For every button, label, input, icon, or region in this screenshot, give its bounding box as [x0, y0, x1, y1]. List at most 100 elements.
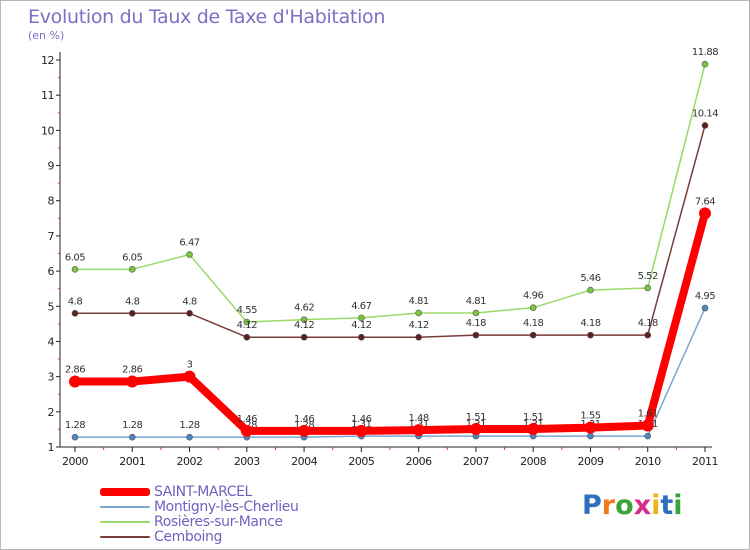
data-label-saint-marcel: 1.46: [237, 414, 257, 425]
data-label-rosi-res-sur-mance: 4.96: [523, 291, 543, 302]
data-point-rosi-res-sur-mance: [358, 314, 365, 322]
y-tick-label: 12: [41, 54, 54, 67]
data-label-cemboing: 4.8: [125, 296, 140, 307]
legend-label-montigny-l-s-cherlieu: Montigny-lès-Cherlieu: [154, 498, 299, 515]
data-point-rosi-res-sur-mance: [529, 304, 537, 311]
data-point-rosi-res-sur-mance: [701, 60, 709, 68]
data-label-montigny-l-s-cherlieu: 4.95: [695, 291, 715, 302]
data-point-montigny-l-s-cherlieu: [587, 432, 594, 440]
data-label-saint-marcel: 1.46: [294, 414, 314, 425]
data-label-rosi-res-sur-mance: 6.47: [179, 238, 199, 249]
y-tick-label: 4: [48, 335, 55, 348]
chart-subtitle: (en %): [28, 29, 65, 42]
data-point-montigny-l-s-cherlieu: [186, 433, 193, 441]
data-point-rosi-res-sur-mance: [644, 284, 652, 292]
x-tick-label: 2002: [177, 455, 203, 468]
y-tick-label: 3: [48, 371, 55, 384]
data-label-saint-marcel: 2.86: [65, 365, 85, 376]
y-tick-label: 7: [48, 230, 55, 243]
data-point-cemboing: [644, 331, 652, 339]
proxiti-logo: Proxiti: [582, 490, 683, 521]
data-label-montigny-l-s-cherlieu: 1.28: [65, 420, 85, 431]
data-label-rosi-res-sur-mance: 5.46: [580, 273, 600, 284]
y-tick-label: 5: [48, 300, 55, 313]
data-point-rosi-res-sur-mance: [71, 266, 79, 273]
data-point-cemboing: [415, 333, 422, 341]
logo-letter: t: [660, 490, 674, 521]
data-label-saint-marcel: 1.46: [351, 414, 371, 425]
data-point-montigny-l-s-cherlieu: [128, 433, 136, 441]
legend-item-rosi-res-sur-mance: Rosières-sur-Mance: [100, 513, 298, 530]
legend-item-saint-marcel: SAINT-MARCEL: [100, 483, 298, 500]
x-tick-label: 2005: [348, 455, 374, 468]
data-point-saint-marcel: [641, 419, 654, 432]
x-tick-label: 2011: [692, 455, 718, 468]
y-tick-label: 11: [41, 89, 54, 102]
logo-letter: i: [673, 490, 683, 521]
y-tick-label: 10: [41, 124, 54, 137]
data-label-rosi-res-sur-mance: 6.05: [122, 252, 142, 263]
data-label-saint-marcel: 1.48: [409, 413, 429, 424]
data-label-cemboing: 4.18: [466, 318, 486, 329]
data-label-cemboing: 4.18: [580, 318, 600, 329]
data-point-cemboing: [358, 333, 365, 341]
data-point-cemboing: [529, 331, 537, 339]
data-point-saint-marcel: [412, 424, 425, 437]
data-label-cemboing: 4.12: [294, 320, 314, 331]
data-point-saint-marcel: [240, 424, 253, 437]
data-point-cemboing: [128, 310, 136, 317]
y-tick-label: 8: [48, 195, 55, 208]
series-line-saint-marcel: [71, 209, 709, 435]
data-point-saint-marcel: [527, 423, 540, 436]
x-tick-label: 2001: [119, 455, 145, 468]
y-tick-label: 9: [48, 160, 55, 173]
data-point-montigny-l-s-cherlieu: [701, 304, 709, 312]
series-line-cemboing: [74, 124, 706, 338]
data-label-saint-marcel: 3: [187, 360, 193, 371]
x-tick-label: 2010: [635, 455, 661, 468]
data-label-montigny-l-s-cherlieu: 1.31: [351, 419, 371, 430]
legend-swatch-rosi-res-sur-mance: [100, 520, 150, 523]
data-label-saint-marcel: 2.86: [122, 365, 142, 376]
data-point-cemboing: [71, 310, 79, 317]
data-point-saint-marcel: [469, 423, 482, 436]
x-tick-label: 2007: [463, 455, 489, 468]
data-label-cemboing: 4.18: [523, 318, 543, 329]
data-point-rosi-res-sur-mance: [128, 266, 136, 273]
data-point-rosi-res-sur-mance: [243, 318, 251, 326]
logo-letter: i: [651, 490, 661, 521]
legend-label-saint-marcel: SAINT-MARCEL: [154, 483, 252, 500]
legend: SAINT-MARCEL Montigny-lès-Cherlieu Rosière…: [100, 483, 299, 545]
series-line-montigny-l-s-cherlieu: [74, 307, 706, 438]
data-point-rosi-res-sur-mance: [415, 309, 422, 317]
legend-swatch-cemboing: [100, 535, 150, 538]
data-label-rosi-res-sur-mance: 4.67: [351, 301, 371, 312]
data-point-saint-marcel: [584, 421, 597, 434]
x-tick-label: 2008: [520, 455, 546, 468]
data-point-rosi-res-sur-mance: [300, 316, 308, 323]
logo-letter: P: [582, 490, 602, 521]
data-label-saint-marcel: 1.55: [580, 411, 600, 422]
data-point-cemboing: [300, 333, 308, 341]
y-tick-label: 1: [48, 441, 55, 454]
data-point-cemboing: [243, 333, 251, 341]
data-label-cemboing: 4.12: [351, 320, 371, 331]
x-tick-label: 2003: [234, 455, 260, 468]
data-point-saint-marcel: [355, 424, 368, 437]
data-point-cemboing: [587, 331, 594, 339]
logo-letter: x: [633, 490, 652, 521]
x-tick-label: 2006: [406, 455, 432, 468]
data-point-montigny-l-s-cherlieu: [644, 432, 652, 440]
data-label-saint-marcel: 1.51: [523, 412, 543, 423]
data-label-rosi-res-sur-mance: 5.52: [638, 271, 658, 282]
data-point-saint-marcel: [126, 375, 139, 388]
data-point-montigny-l-s-cherlieu: [71, 433, 79, 441]
legend-label-rosi-res-sur-mance: Rosières-sur-Mance: [154, 513, 283, 530]
data-label-montigny-l-s-cherlieu: 1.28: [122, 420, 142, 431]
data-label-saint-marcel: 7.64: [695, 196, 715, 207]
data-point-saint-marcel: [699, 207, 711, 220]
legend-swatch-saint-marcel: [100, 487, 150, 496]
x-tick-label: 2000: [62, 455, 88, 468]
data-label-saint-marcel: 1.61: [638, 409, 658, 420]
